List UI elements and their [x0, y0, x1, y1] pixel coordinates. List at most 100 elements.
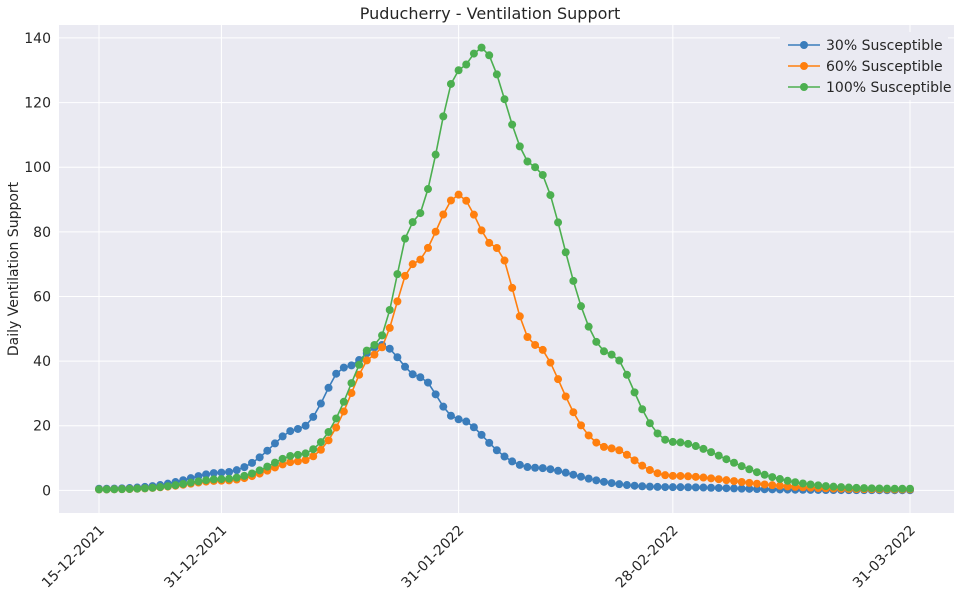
data-point	[339, 397, 348, 406]
data-point	[446, 196, 455, 205]
y-tick-label: 40	[33, 354, 51, 370]
data-point	[423, 378, 432, 387]
data-point	[768, 481, 777, 490]
data-point	[645, 466, 654, 475]
data-point	[385, 323, 394, 332]
series-group	[95, 43, 914, 495]
data-point	[202, 476, 211, 485]
data-point	[883, 484, 892, 493]
data-point	[775, 481, 784, 490]
data-point	[171, 481, 180, 490]
data-point	[148, 483, 157, 492]
data-point	[301, 421, 310, 430]
legend: 30% Susceptible 60% Susceptible 100% Susce…	[780, 32, 952, 100]
legend-item: 60% Susceptible	[788, 59, 943, 75]
data-point	[469, 49, 478, 58]
data-point	[783, 482, 792, 491]
data-point	[255, 466, 264, 475]
x-tick-label: 28-02-2022	[613, 523, 682, 591]
data-point	[508, 283, 517, 292]
data-point	[401, 362, 410, 371]
data-point	[248, 458, 257, 467]
data-point	[370, 340, 379, 349]
data-point	[232, 466, 241, 475]
data-point	[814, 481, 823, 490]
data-point	[194, 477, 203, 486]
data-point	[278, 460, 287, 469]
data-point	[454, 66, 463, 75]
data-point	[607, 444, 616, 453]
data-point	[768, 473, 777, 482]
data-point	[423, 243, 432, 252]
data-point	[714, 483, 723, 492]
data-point	[324, 428, 333, 437]
data-point	[140, 484, 149, 493]
data-point	[110, 485, 119, 494]
data-point	[324, 436, 333, 445]
data-point	[538, 345, 547, 354]
data-point	[714, 451, 723, 460]
data-point	[255, 453, 264, 462]
data-point	[714, 475, 723, 484]
data-point	[431, 150, 440, 159]
data-point	[867, 484, 876, 493]
data-point	[760, 470, 769, 479]
data-point	[615, 446, 624, 455]
data-point	[347, 379, 356, 388]
data-point	[531, 463, 540, 472]
data-point	[676, 483, 685, 492]
data-point	[691, 442, 700, 451]
data-point	[446, 79, 455, 88]
data-point	[546, 358, 555, 367]
data-point	[508, 120, 517, 129]
data-point	[661, 483, 670, 492]
data-point	[477, 43, 486, 52]
data-point	[592, 337, 601, 346]
data-point	[492, 243, 501, 252]
data-point	[462, 60, 471, 69]
data-point	[615, 480, 624, 489]
data-point	[538, 170, 547, 179]
data-point	[408, 260, 417, 269]
data-point	[676, 438, 685, 447]
data-point	[217, 475, 226, 484]
data-point	[469, 423, 478, 432]
data-point	[209, 475, 218, 484]
data-point	[638, 461, 647, 470]
data-point	[653, 482, 662, 491]
data-point	[431, 390, 440, 399]
data-point	[309, 445, 318, 454]
data-point	[730, 458, 739, 467]
data-point	[653, 469, 662, 478]
data-point	[630, 481, 639, 490]
data-point	[730, 477, 739, 486]
data-point	[661, 471, 670, 480]
data-point	[117, 485, 126, 494]
data-point	[133, 484, 142, 493]
data-point	[339, 363, 348, 372]
data-point	[515, 460, 524, 469]
data-point	[684, 483, 693, 492]
data-point	[332, 414, 341, 423]
data-point	[355, 370, 364, 379]
legend-item: 30% Susceptible	[788, 38, 943, 54]
data-point	[691, 472, 700, 481]
data-point	[829, 482, 838, 491]
y-tick-label: 60	[33, 289, 51, 305]
data-point	[837, 483, 846, 492]
data-point	[661, 435, 670, 444]
data-point	[431, 227, 440, 236]
data-point	[599, 442, 608, 451]
data-point	[745, 484, 754, 493]
data-point	[416, 209, 425, 218]
data-point	[852, 483, 861, 492]
data-point	[286, 427, 295, 436]
data-point	[339, 407, 348, 416]
data-point	[607, 350, 616, 359]
data-point	[561, 392, 570, 401]
data-point	[531, 163, 540, 172]
data-point	[722, 476, 731, 485]
data-point	[630, 388, 639, 397]
data-point	[554, 466, 563, 475]
